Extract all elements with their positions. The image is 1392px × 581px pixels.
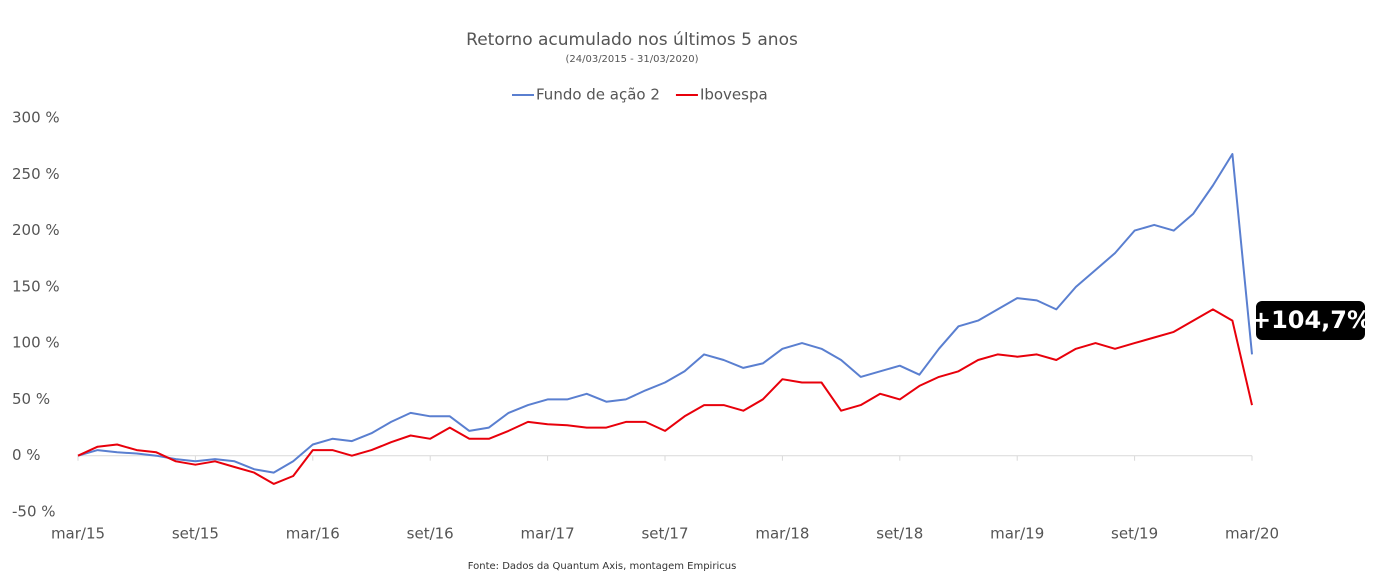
series-line <box>77 153 1253 474</box>
annotation-box <box>1254 299 1367 342</box>
y-tick-label: 250 % <box>12 165 60 183</box>
y-tick-label: 0 % <box>12 446 41 464</box>
x-tick-label: set/16 <box>407 525 454 543</box>
legend-label: Ibovespa <box>700 86 768 104</box>
x-tick-label: mar/19 <box>990 525 1044 543</box>
x-tick-label: mar/15 <box>51 525 105 543</box>
source-note: Fonte: Dados da Quantum Axis, montagem E… <box>468 561 737 572</box>
x-tick-label: set/17 <box>641 525 688 543</box>
x-tick-label: mar/18 <box>755 525 809 543</box>
y-tick-label: -50 % <box>12 503 56 521</box>
series-line <box>77 308 1253 485</box>
y-tick-label: 100 % <box>12 334 60 352</box>
y-tick-label: 50 % <box>12 390 50 408</box>
y-tick-label: 150 % <box>12 277 60 295</box>
x-tick-label: mar/20 <box>1225 525 1279 543</box>
x-tick-label: mar/17 <box>521 525 575 543</box>
legend-label: Fundo de ação 2 <box>536 86 660 104</box>
annotation: +104,7% <box>1251 306 1371 334</box>
chart-subtitle: (24/03/2015 - 31/03/2020) <box>565 54 698 65</box>
x-tick-label: set/15 <box>172 525 219 543</box>
y-tick-label: 300 % <box>12 109 60 127</box>
legend: Fundo de ação 2 Ibovespa <box>512 86 768 104</box>
y-tick-label: 200 % <box>12 221 60 239</box>
chart-title: Retorno acumulado nos últimos 5 anos <box>466 30 798 50</box>
x-tick-label: set/18 <box>876 525 923 543</box>
x-tick-label: mar/16 <box>286 525 340 543</box>
x-tick-label: set/19 <box>1111 525 1158 543</box>
